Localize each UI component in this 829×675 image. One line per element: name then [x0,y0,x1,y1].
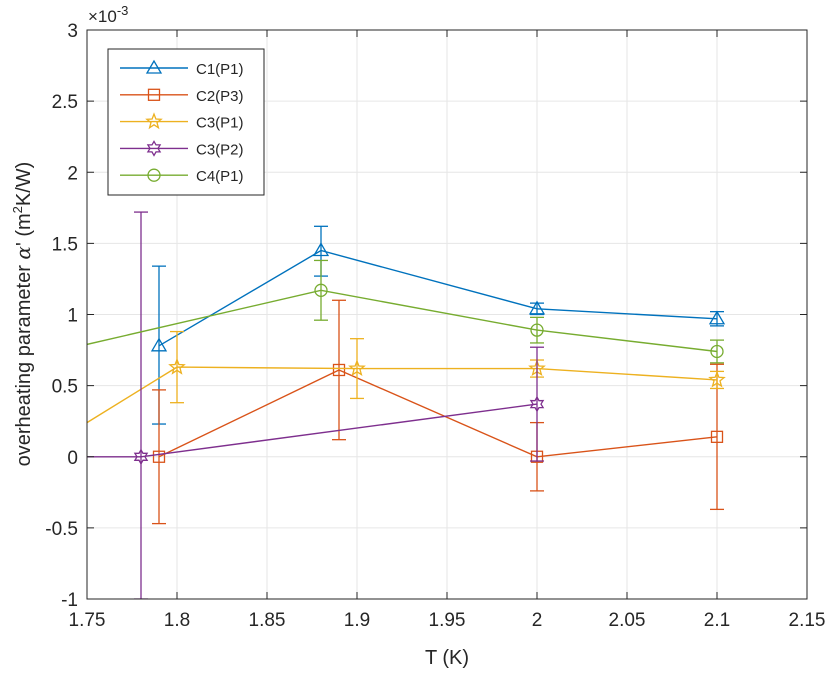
y-tick-label: 1.5 [52,234,78,255]
series-C3(P2) [87,211,545,599]
legend-label: C3(P1) [196,115,244,132]
legend-item: C3(P2) [120,140,244,158]
series-clip-group [87,211,726,599]
series-layer [87,211,726,599]
legend-marker [147,168,161,182]
series-line [158,249,718,347]
series-line [158,369,718,458]
legend-item: C2(P3) [120,88,244,105]
y-axis-title: overheating parameter α' (m2K/W) [10,162,35,467]
x-tick-label: 1.9 [344,610,370,631]
data-point [314,283,328,297]
x-tick-label: 2.15 [789,610,826,631]
y-tick-label: -1 [61,590,78,611]
y-tick-label: 2.5 [52,92,78,113]
series-C3(P1) [87,330,726,424]
tick-labels: 1.75 1.8 1.85 1.9 1.95 2 2.05 2.1 2.15 -1 -0.5 0 0.5… [45,21,825,631]
legend-marker [146,140,162,157]
y-tick-label: 1 [67,306,78,327]
legend-marker [145,59,163,74]
legend-item: C4(P1) [120,168,244,185]
data-point [528,300,546,315]
legend: C1(P1) C2(P3) C3(P1) C3(P2) C4(P1) [107,48,265,196]
x-tick-label: 1.85 [249,610,286,631]
legend-marker [147,88,161,101]
x-tick-label: 2 [532,610,543,631]
x-tick-label: 1.8 [164,610,190,631]
data-point [529,395,545,413]
data-point [332,363,346,377]
data-point [708,370,726,388]
legend-item: C3(P1) [120,112,244,132]
data-point [133,448,149,466]
data-point [710,344,724,359]
legend-label: C1(P1) [196,61,244,78]
y-tick-label: -0.5 [45,519,78,540]
y-tick-label: 3 [67,21,78,42]
legend-item: C1(P1) [120,59,244,78]
data-point [530,323,544,337]
x-tick-label: 2.05 [609,610,646,631]
y-tick-label: 0 [67,448,78,469]
data-point [312,242,330,257]
y-tick-label: 0.5 [52,377,78,398]
data-point [152,450,166,463]
data-point [348,359,366,377]
x-tick-label: 2.1 [704,610,730,631]
data-point [710,430,724,443]
legend-marker [145,112,163,130]
data-point [150,337,168,352]
legend-label: C3(P2) [196,141,244,158]
legend-label: C2(P3) [196,88,244,105]
x-tick-label: 1.75 [69,610,106,631]
ticks [86,29,808,600]
series-C4(P1) [87,259,724,364]
series-C2(P3) [152,299,724,525]
legend-label: C4(P1) [196,168,244,185]
series-line [87,289,718,353]
y-tick-label: 2 [67,163,78,184]
x-axis-title: T (K) [425,647,469,669]
x-exponent-label: ×10-3 [88,3,128,26]
x-tick-label: 1.95 [429,610,466,631]
data-point [168,357,186,375]
data-point [708,310,726,325]
